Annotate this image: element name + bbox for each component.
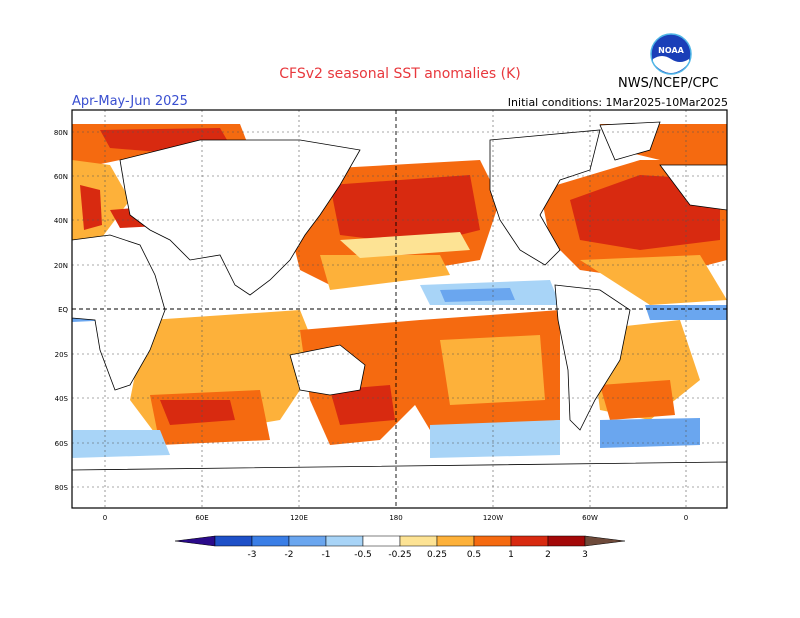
anomaly-south-pacific-moderate (440, 335, 545, 405)
lon-label: 0 (103, 514, 107, 522)
colorbar-swatch (362, 535, 401, 547)
anomaly-iberia (80, 185, 102, 230)
reference-lines (72, 110, 727, 508)
lat-label: 40N (54, 217, 68, 225)
colorbar-tick-label: 1 (508, 550, 514, 560)
anomaly-east-atlantic-cool (645, 305, 727, 320)
anomaly-tasman-strong (330, 385, 395, 425)
colorbar-tick-label: 0.25 (427, 550, 447, 560)
anomaly-southern-ocean-cool-pacific (430, 420, 560, 458)
agency-label: NWS/NCEP/CPC (618, 76, 719, 91)
anomaly-tropical-atlantic (580, 255, 727, 305)
season-label: Apr-May-Jun 2025 (72, 94, 188, 109)
lon-label: 120W (483, 514, 503, 522)
anomaly-south-indian-strong (160, 400, 235, 425)
colorbar: -3 -2 -1 -0.5 -0.25 0.25 0.5 1 2 3 (174, 535, 626, 560)
lat-label: 60N (54, 173, 68, 181)
anomaly-southern-ocean-cool-atlantic (600, 418, 700, 448)
australia-landmass (289, 344, 366, 396)
colorbar-tick-label: 2 (545, 550, 551, 560)
colorbar-swatch (547, 535, 586, 547)
north-america-landmass (489, 129, 601, 266)
continents (72, 121, 727, 508)
longitude-labels: 0 60E 120E 180 120W 60W 0 (103, 514, 688, 522)
anomaly-south-atlantic-strong (600, 380, 675, 420)
africa-landmass (72, 234, 166, 391)
antarctica-landmass (72, 461, 727, 508)
map-frame (71, 109, 728, 509)
noaa-logo-text: NOAA (658, 46, 684, 55)
lon-label: 60E (195, 514, 208, 522)
grid-lines (72, 110, 727, 508)
chart-title: CFSv2 seasonal SST anomalies (K) (279, 66, 521, 82)
colorbar-swatch (399, 535, 438, 547)
eurasia-landmass (119, 139, 361, 296)
colorbar-swatch (288, 535, 327, 547)
anomaly-north-pacific-strong (330, 175, 480, 245)
colorbar-tick-label: 0.5 (467, 550, 481, 560)
colorbar-tick-label: -0.5 (354, 550, 372, 560)
greenland-landmass (599, 121, 661, 161)
lat-label: 80N (54, 129, 68, 137)
colorbar-swatch (510, 535, 549, 547)
colorbar-swatch (325, 535, 364, 547)
noaa-logo-icon: NOAA (650, 33, 692, 75)
colorbar-tick-label: -2 (285, 550, 294, 560)
initial-conditions-label: Initial conditions: 1Mar2025-10Mar2025 (507, 96, 728, 109)
lat-label: 60S (55, 440, 69, 448)
colorbar-arrow-low (174, 535, 216, 547)
colorbar-tick-label: -1 (322, 550, 331, 560)
anomaly-southern-ocean-cool-west (72, 430, 170, 458)
lat-label: 40S (55, 395, 69, 403)
colorbar-swatch (251, 535, 290, 547)
lat-label: 20N (54, 262, 68, 270)
europe-landmass-east (659, 164, 727, 211)
lat-label: EQ (58, 306, 68, 314)
anomaly-pacific-band (340, 232, 470, 258)
lon-label: 0 (684, 514, 688, 522)
lat-label: 20S (55, 351, 69, 359)
lon-label: 120E (290, 514, 308, 522)
anomaly-subtropical-pacific (320, 255, 450, 290)
latitude-labels: 80N 60N 40N 20N EQ 20S 40S 60S 80S (54, 129, 69, 492)
lon-label: 60W (582, 514, 598, 522)
lat-label: 80S (55, 484, 69, 492)
anomaly-equatorial-pacific-cooler (440, 288, 515, 302)
colorbar-arrow-high (584, 535, 626, 547)
colorbar-tick-label: -3 (248, 550, 257, 560)
colorbar-swatch (473, 535, 512, 547)
colorbar-swatch (214, 535, 253, 547)
colorbar-tick-label: 3 (582, 550, 588, 560)
south-america-landmass (554, 284, 631, 431)
colorbar-swatch (436, 535, 475, 547)
lon-label: 180 (389, 514, 402, 522)
colorbar-tick-label: -0.25 (388, 550, 411, 560)
